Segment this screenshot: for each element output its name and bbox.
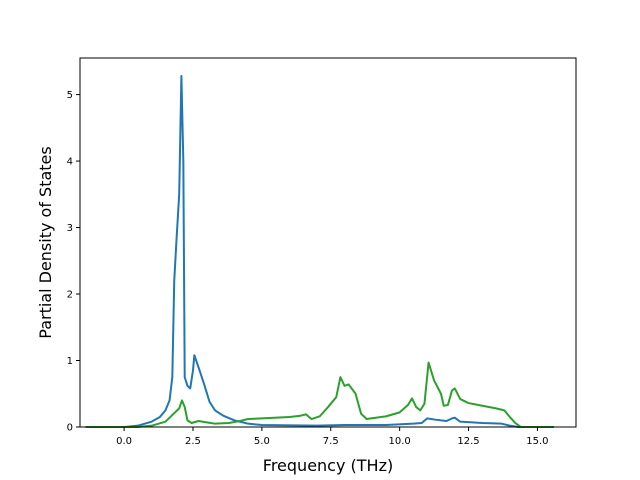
x-axis-ticks: 0.0 2.5 5.0 7.5 10.0 12.5 15.0 [116,427,549,447]
x-tick-label: 15.0 [526,436,548,447]
y-axis-label: Partial Density of States [36,146,55,338]
series-line-2 [85,361,554,428]
x-tick-label: 7.5 [323,436,339,447]
y-tick-label: 5 [67,90,73,101]
y-tick-label: 2 [67,290,73,301]
y-tick-label: 0 [67,423,73,434]
x-tick-label: 12.5 [457,436,479,447]
x-axis-label: Frequency (THz) [263,456,393,475]
x-tick-label: 2.5 [185,436,201,447]
y-tick-label: 4 [67,157,73,168]
x-tick-label: 0.0 [116,436,132,447]
series-layer [85,74,554,428]
plot-frame [79,57,577,428]
x-tick-label: 5.0 [254,436,270,447]
y-tick-label: 3 [67,223,73,234]
series-line-1 [85,74,554,428]
y-axis-ticks: 0 1 2 3 4 5 [67,90,80,434]
y-tick-label: 1 [67,356,73,367]
x-tick-label: 10.0 [389,436,411,447]
